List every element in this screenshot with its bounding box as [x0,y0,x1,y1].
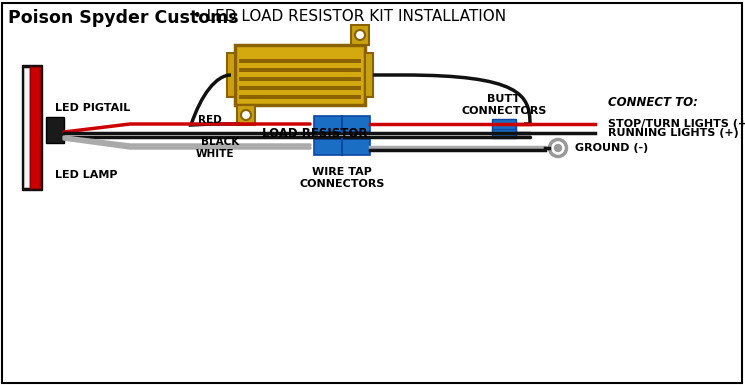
Text: Poison Spyder Customs: Poison Spyder Customs [8,9,238,27]
Bar [30,67,40,188]
Text: LED LAMP: LED LAMP [55,170,118,180]
Bar [314,139,342,155]
Text: LOAD RESISTOR: LOAD RESISTOR [262,127,368,140]
Text: BUTT
CONNECTORS: BUTT CONNECTORS [461,94,547,116]
Bar [492,119,516,129]
Bar [314,116,342,132]
Bar [239,68,361,72]
Bar [237,105,255,125]
Circle shape [355,30,365,40]
Text: GROUND (-): GROUND (-) [575,143,648,153]
Text: LED PIGTAIL: LED PIGTAIL [55,103,130,113]
Text: RUNNING LIGHTS (+): RUNNING LIGHTS (+) [608,128,739,138]
Bar [342,116,370,132]
Bar [46,117,64,143]
Text: CONNECT TO:: CONNECT TO: [608,95,698,109]
Bar [365,53,373,97]
Circle shape [554,144,562,152]
Bar [235,45,365,105]
Bar [351,25,369,45]
Bar [239,77,361,81]
Bar [22,65,42,190]
Bar [492,129,516,137]
Bar [239,95,361,99]
Text: • LED LOAD RESISTOR KIT INSTALLATION: • LED LOAD RESISTOR KIT INSTALLATION [188,9,506,24]
Bar [24,68,29,187]
Text: BLACK: BLACK [201,137,239,147]
Text: RED: RED [198,115,222,125]
Bar [239,86,361,90]
Text: STOP/TURN LIGHTS (+): STOP/TURN LIGHTS (+) [608,119,745,129]
Circle shape [241,110,251,120]
Bar [342,139,370,155]
Bar [227,53,235,97]
Bar [239,59,361,63]
Text: WHITE: WHITE [196,149,234,159]
Text: WIRE TAP
CONNECTORS: WIRE TAP CONNECTORS [299,167,384,189]
